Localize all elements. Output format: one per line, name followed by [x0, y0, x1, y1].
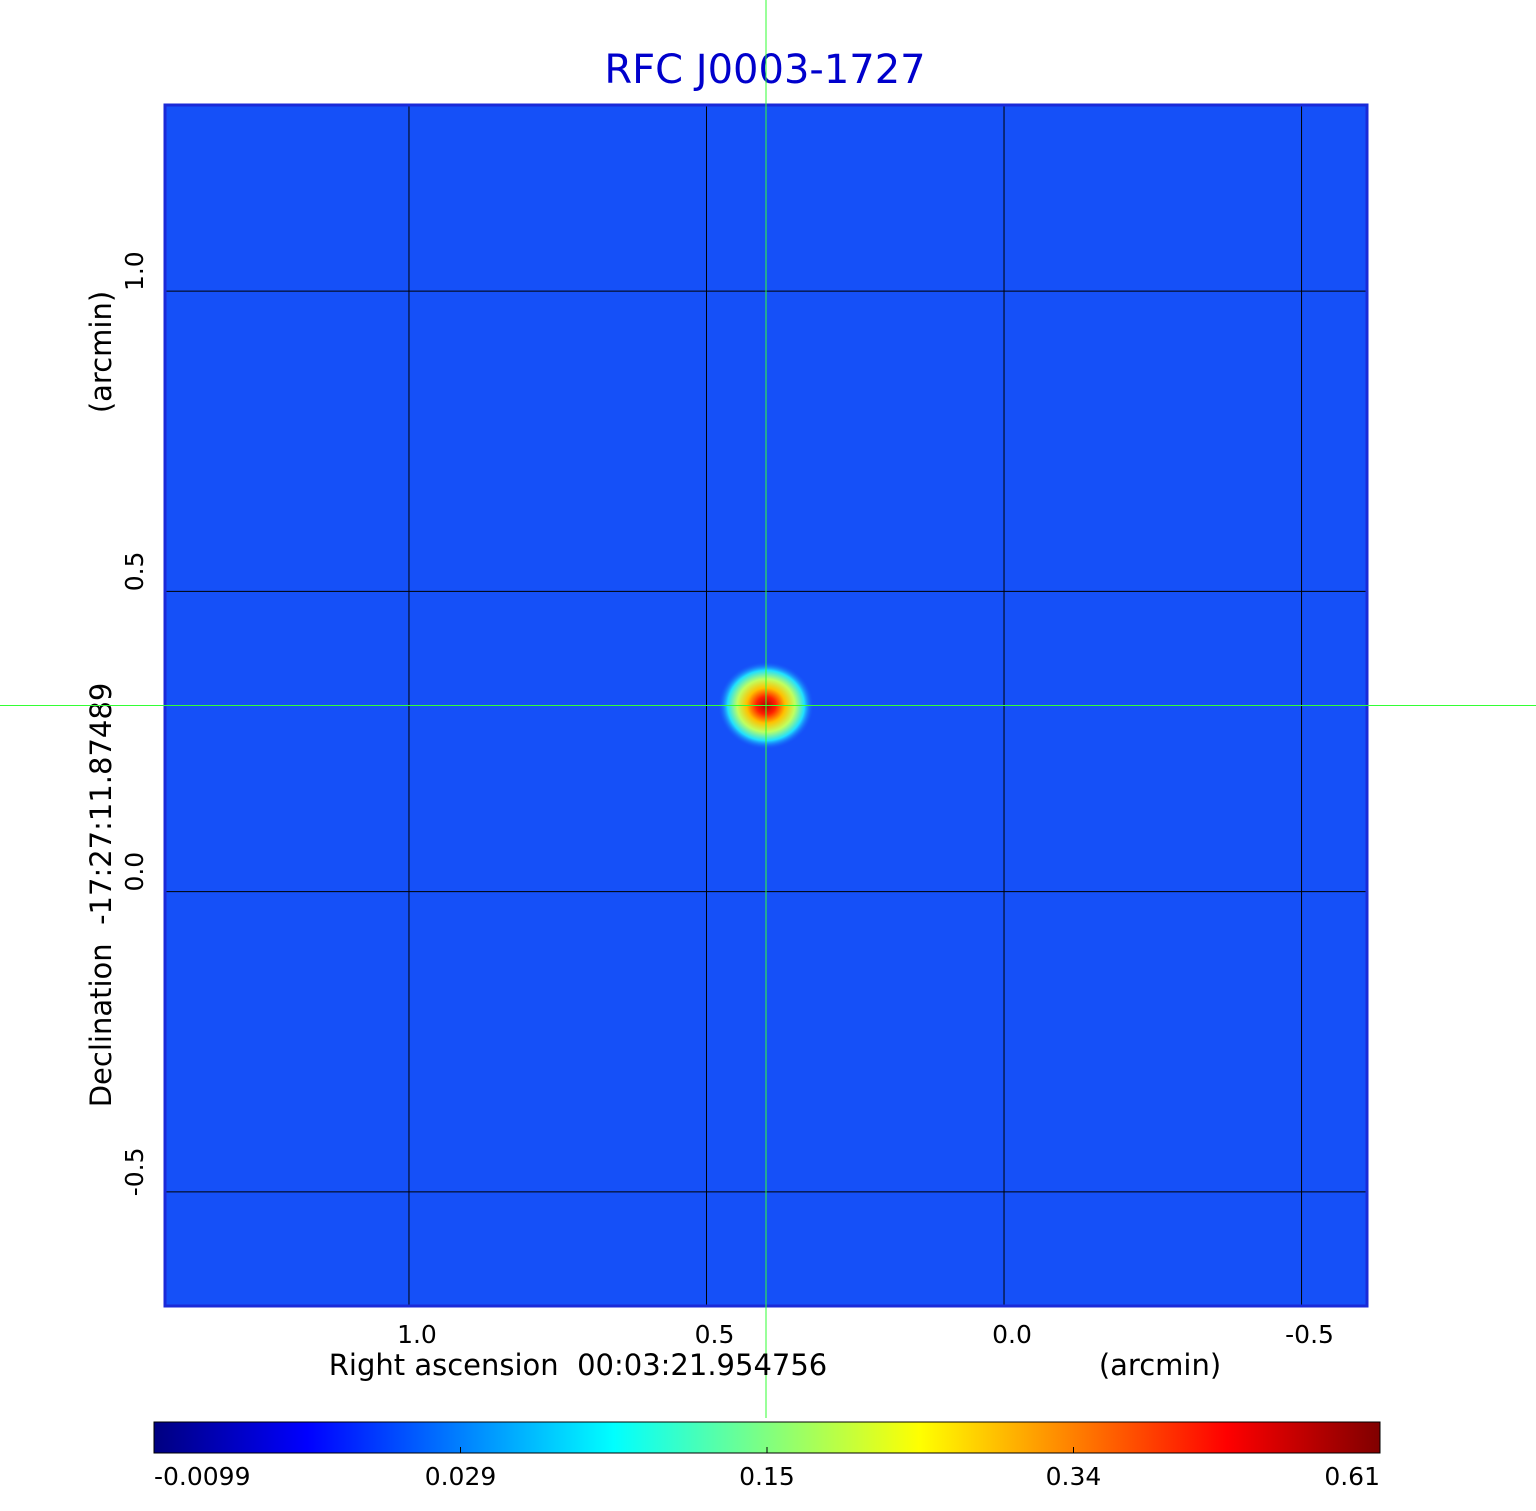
colorbar-tick-label: 0.15 [739, 1462, 795, 1491]
chart-title: RFC J0003-1727 [604, 47, 925, 93]
y-tick-label: 0.5 [120, 552, 149, 592]
y-tick-label: -0.5 [120, 1148, 149, 1197]
colorbar-tick-label: -0.0099 [154, 1462, 251, 1491]
x-tick-label: -0.5 [1285, 1320, 1334, 1349]
x-axis-label: Right ascension 00:03:21.954756 [329, 1348, 828, 1382]
colorbar-tick-label: 0.34 [1046, 1462, 1102, 1491]
x-tick-label: 0.0 [992, 1320, 1032, 1349]
y-unit: (arcmin) [84, 291, 118, 413]
y-tick-label: 1.0 [120, 251, 149, 291]
y-axis-label: Declination -17:27:11.87489 [84, 683, 118, 1108]
colorbar-tick-label: 0.029 [425, 1462, 497, 1491]
x-unit: (arcmin) [1099, 1348, 1221, 1382]
colorbar-tick-label: 0.61 [1324, 1462, 1380, 1491]
x-tick-label: 0.5 [695, 1320, 735, 1349]
x-tick-label: 1.0 [397, 1320, 437, 1349]
y-tick-label: 0.0 [120, 852, 149, 892]
